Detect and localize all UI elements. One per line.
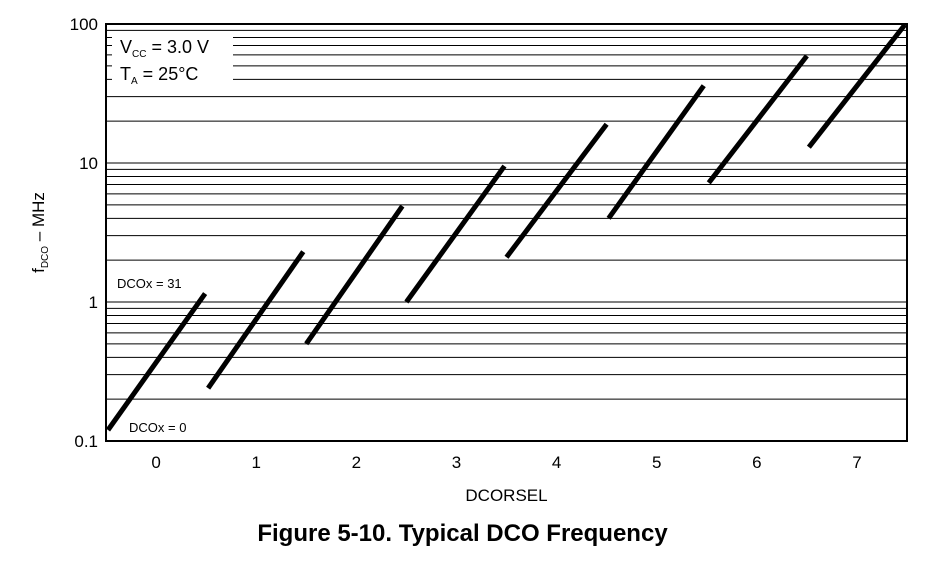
y-axis-subscript: DCO bbox=[40, 246, 51, 268]
series-line-dcorsel-2 bbox=[304, 204, 405, 346]
x-tick-labels: 0 1 2 3 4 5 6 7 bbox=[151, 453, 861, 472]
dcox-max-annotation: DCOx = 31 bbox=[117, 276, 182, 291]
x-tick-label: 7 bbox=[852, 453, 861, 472]
y-tick-label: 10 bbox=[79, 154, 98, 173]
series-line-dcorsel-0 bbox=[105, 292, 208, 432]
x-tick-label: 0 bbox=[151, 453, 160, 472]
series-line-dcorsel-5 bbox=[606, 84, 706, 220]
series-line-dcorsel-3 bbox=[404, 164, 507, 304]
x-tick-label: 3 bbox=[452, 453, 461, 472]
series-line-dcorsel-6 bbox=[706, 54, 809, 185]
y-tick-labels: 0.1 1 10 100 bbox=[70, 15, 98, 451]
y-tick-label: 100 bbox=[70, 15, 98, 34]
dcox-min-annotation: DCOx = 0 bbox=[129, 420, 186, 435]
x-axis-title: DCORSEL bbox=[465, 486, 547, 505]
y-tick-label: 1 bbox=[89, 293, 98, 312]
ta-value: = 25°C bbox=[138, 64, 199, 84]
conditions-background bbox=[112, 32, 233, 86]
figure-caption: Figure 5-10. Typical DCO Frequency bbox=[257, 520, 668, 547]
dco-frequency-chart: 0.1 1 10 100 0 1 2 3 4 5 6 7 VCC = 3.0 V TA = 25°C… bbox=[29, 15, 908, 505]
series-line-dcorsel-1 bbox=[206, 250, 306, 390]
vcc-value: = 3.0 V bbox=[146, 37, 209, 57]
x-tick-label: 5 bbox=[652, 453, 661, 472]
series-line-dcorsel-7 bbox=[806, 23, 907, 149]
y-axis-unit: – MHz bbox=[29, 192, 48, 246]
ta-subscript: A bbox=[131, 76, 138, 87]
x-tick-label: 1 bbox=[251, 453, 260, 472]
series-line-dcorsel-4 bbox=[504, 122, 609, 259]
plot-frame bbox=[105, 23, 908, 442]
vcc-symbol: V bbox=[120, 37, 132, 57]
conditions-box: VCC = 3.0 V TA = 25°C bbox=[112, 32, 233, 87]
x-tick-label: 6 bbox=[752, 453, 761, 472]
ta-symbol: T bbox=[120, 64, 131, 84]
ta-condition: TA = 25°C bbox=[120, 64, 198, 87]
y-axis-title: fDCO – MHz bbox=[29, 192, 51, 273]
y-tick-label: 0.1 bbox=[74, 432, 98, 451]
y-axis-symbol: f bbox=[29, 268, 48, 273]
x-tick-label: 4 bbox=[552, 453, 561, 472]
grid-lines bbox=[106, 29, 907, 400]
vcc-subscript: CC bbox=[132, 49, 146, 60]
x-tick-label: 2 bbox=[352, 453, 361, 472]
vcc-condition: VCC = 3.0 V bbox=[120, 37, 209, 60]
series-layer bbox=[105, 23, 907, 432]
